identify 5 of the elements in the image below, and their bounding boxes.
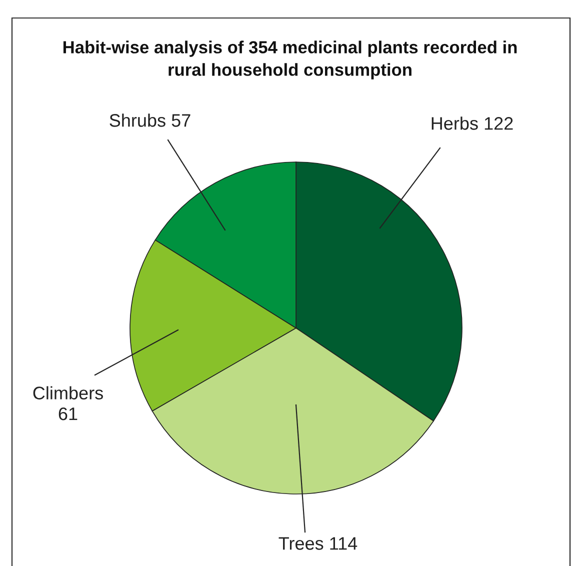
chart-title: Habit-wise analysis of 354 medicinal plants recorded in rural household consumption bbox=[63, 40, 517, 80]
slice-label: Trees 114 bbox=[278, 537, 358, 550]
slice-label: Climbers 61 bbox=[33, 386, 103, 420]
slice-label: Shrubs 57 bbox=[110, 114, 190, 127]
slice-label: Herbs 122 bbox=[432, 116, 513, 130]
